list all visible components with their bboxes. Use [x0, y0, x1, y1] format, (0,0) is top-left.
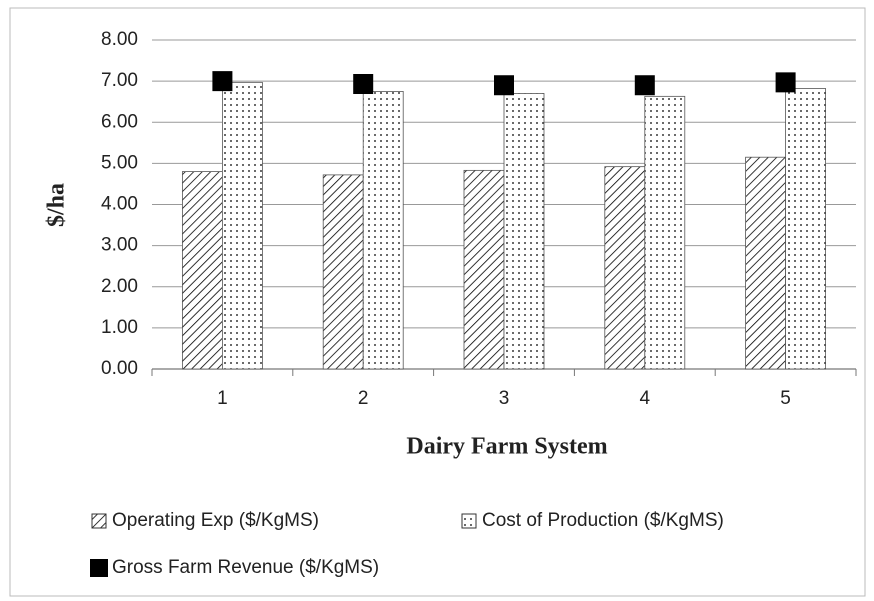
marker — [212, 71, 233, 92]
y-tick-label: 3.00 — [101, 235, 138, 256]
y-tick-label: 4.00 — [101, 194, 138, 215]
y-tick-label: 0.00 — [101, 358, 138, 379]
legend-label: Gross Farm Revenue ($/KgMS) — [112, 557, 379, 578]
x-tick-label: 1 — [217, 388, 228, 409]
bar — [181, 171, 223, 370]
bar — [221, 81, 263, 370]
y-tick-label: 7.00 — [101, 70, 138, 91]
y-tick-label: 1.00 — [101, 317, 138, 338]
legend-swatch — [91, 513, 107, 529]
legend-label: Operating Exp ($/KgMS) — [112, 510, 319, 531]
legend-swatch — [461, 513, 477, 529]
bar — [745, 156, 786, 370]
bar — [362, 91, 404, 370]
y-axis-title: $/ha — [44, 183, 70, 227]
marker — [494, 75, 514, 96]
y-tick-label: 8.00 — [101, 29, 138, 50]
x-tick-label: 3 — [499, 388, 510, 409]
chart-border — [9, 7, 866, 597]
y-tick-label: 6.00 — [101, 111, 138, 132]
legend-swatch — [90, 559, 108, 577]
x-tick-label: 2 — [358, 388, 369, 409]
bar — [322, 174, 364, 370]
bar — [604, 166, 646, 370]
x-tick-label: 5 — [780, 388, 791, 409]
y-tick-label: 2.00 — [101, 276, 138, 297]
marker — [775, 72, 796, 93]
bar — [785, 88, 826, 370]
bar — [644, 95, 686, 370]
legend-label: Cost of Production ($/KgMS) — [482, 510, 724, 531]
y-tick-label: 5.00 — [101, 152, 138, 173]
marker — [634, 75, 655, 96]
x-axis-title: Dairy Farm System — [406, 434, 607, 460]
marker — [353, 74, 374, 95]
x-tick-label: 4 — [640, 388, 651, 409]
bar — [503, 93, 545, 370]
bar — [463, 169, 505, 370]
